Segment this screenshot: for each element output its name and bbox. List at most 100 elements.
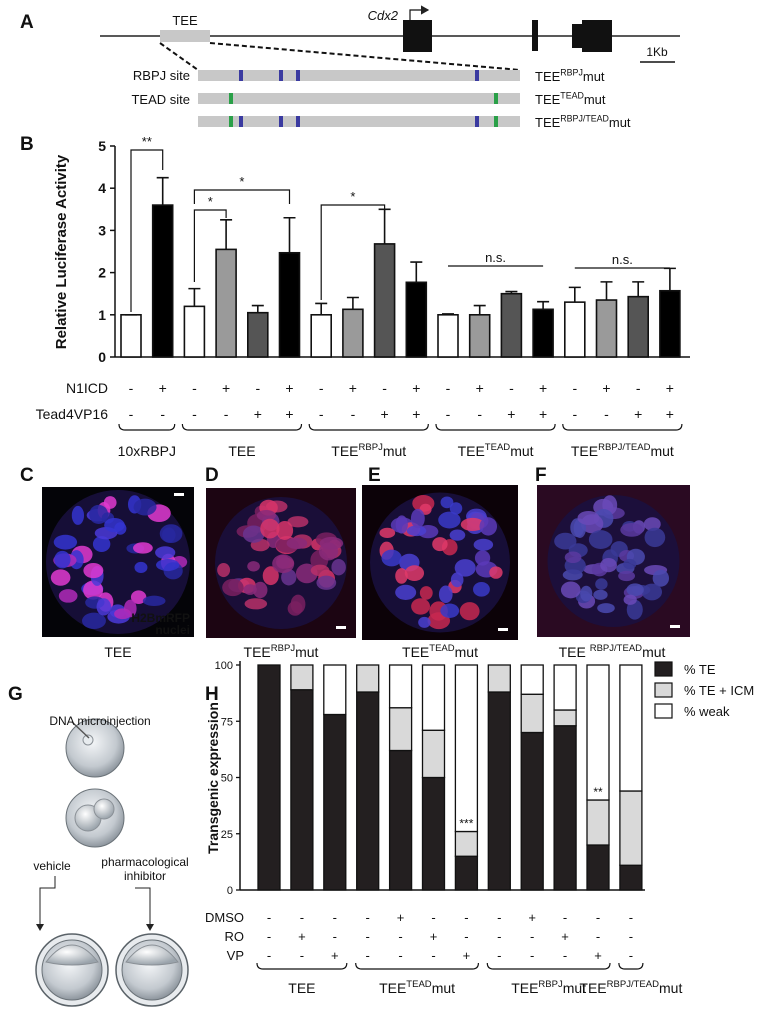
bar [563, 301, 586, 358]
exon [582, 20, 612, 52]
bar [342, 308, 364, 358]
nucleus [554, 532, 577, 550]
icm [45, 944, 99, 966]
error-bar [156, 176, 169, 206]
construct-bar [198, 116, 520, 127]
bar-segment [323, 713, 347, 891]
sign: + [397, 910, 405, 925]
group-label-base: TEE [458, 443, 485, 459]
bar-segment [388, 749, 413, 891]
sign: - [267, 910, 271, 925]
panel-letter: B [20, 134, 34, 155]
tead-site [494, 93, 498, 104]
nucleus [623, 558, 637, 570]
row-label: DMSO [205, 910, 244, 925]
rbpj-site [279, 70, 283, 81]
panel-letter: E [368, 465, 381, 486]
y-tick-label: 100 [215, 660, 233, 672]
y-tick-label: 3 [98, 222, 106, 238]
significance-label: *** [459, 817, 473, 831]
sign: - [629, 910, 633, 925]
image-caption-sup: RBPJ [271, 643, 296, 654]
image-caption-base: TEE [104, 644, 131, 660]
bar-segment [290, 689, 314, 891]
bar-segment [388, 664, 413, 709]
bar [215, 248, 237, 358]
sign: - [431, 948, 435, 963]
nucleus [287, 516, 309, 528]
bar-segment [454, 830, 479, 857]
image-caption-tail: mut [455, 644, 478, 660]
construct-label-base: TEE [535, 92, 561, 107]
tss-arrow [409, 5, 430, 20]
bar-segment [586, 844, 610, 891]
nucleus [244, 598, 268, 610]
bar [120, 313, 142, 358]
error-bar [568, 286, 581, 303]
nucleus [411, 598, 431, 615]
exon [572, 24, 582, 48]
group-label-sup: TEAD [406, 979, 432, 990]
nucleus [450, 572, 464, 588]
bar [627, 295, 650, 358]
arrow [135, 887, 154, 931]
sign: - [629, 948, 633, 963]
bar [659, 289, 681, 358]
tead-site [229, 116, 233, 127]
nucleus [281, 568, 297, 586]
nucleus [474, 550, 491, 566]
group-label-sup: RBPJ [538, 979, 563, 990]
image-caption-tail: mut [295, 644, 318, 660]
rbpj-site [279, 116, 283, 127]
sign: - [255, 380, 260, 396]
bar-segment [553, 725, 577, 891]
nucleus [644, 527, 666, 548]
bar [247, 311, 269, 358]
exon [403, 20, 432, 52]
nucleus [406, 525, 427, 537]
sign: + [602, 380, 610, 396]
sign: - [398, 948, 402, 963]
nucleus [432, 537, 448, 552]
nucleus [71, 505, 85, 525]
y-tick-label: 2 [98, 265, 106, 281]
panel-letter: G [8, 684, 23, 705]
pronucleus [82, 734, 94, 746]
group-label: TEERBPJmut [331, 442, 406, 459]
bar-segment [520, 664, 544, 695]
sign: - [497, 929, 501, 944]
zoom-line [209, 42, 521, 71]
image-caption-tail: mut [642, 644, 665, 660]
scale-bar [336, 626, 346, 629]
sign: + [561, 929, 569, 944]
sign: + [298, 929, 306, 944]
nucleus [440, 603, 460, 618]
bar [437, 313, 459, 358]
nucleus [256, 510, 276, 522]
sign: - [300, 910, 304, 925]
nucleus [643, 517, 661, 531]
error-bar [442, 313, 454, 315]
construct-label-sup: RBPJ [560, 68, 583, 78]
bar-segment [421, 729, 446, 779]
error-bar [537, 300, 550, 310]
sign: - [572, 406, 577, 422]
scale-label: 1Kb [646, 45, 668, 59]
nucleus [618, 570, 636, 582]
bar-segment [553, 664, 577, 711]
rbpj-site [475, 116, 479, 127]
sign: - [497, 910, 501, 925]
sign: - [319, 380, 324, 396]
nucleus [597, 603, 615, 614]
sign: - [596, 929, 600, 944]
group-label-base: TEE [228, 443, 255, 459]
sign: - [398, 929, 402, 944]
bar-segment [356, 664, 380, 693]
nucleus [395, 584, 417, 600]
significance-bracket [193, 209, 227, 282]
oocyte [65, 718, 125, 778]
nucleus [449, 529, 466, 541]
group-label: TEE [228, 443, 255, 459]
nucleus [600, 558, 617, 573]
group-label-base: TEE [331, 443, 358, 459]
